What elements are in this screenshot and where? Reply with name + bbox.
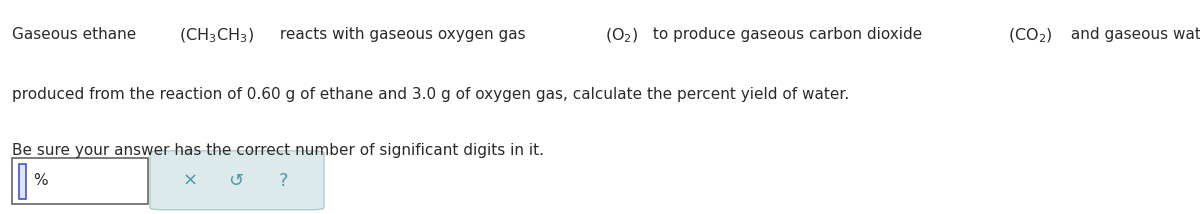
FancyBboxPatch shape: [12, 158, 148, 204]
Text: and gaseous water: and gaseous water: [1066, 27, 1200, 42]
FancyBboxPatch shape: [150, 151, 324, 210]
FancyBboxPatch shape: [19, 164, 26, 199]
Text: to produce gaseous carbon dioxide: to produce gaseous carbon dioxide: [648, 27, 928, 42]
Text: $\left(\mathrm{CO_2}\right)$: $\left(\mathrm{CO_2}\right)$: [1008, 27, 1054, 45]
Text: ?: ?: [278, 172, 288, 190]
Text: ×: ×: [182, 172, 197, 190]
Text: Be sure your answer has the correct number of significant digits in it.: Be sure your answer has the correct numb…: [12, 143, 544, 158]
Text: Gaseous ethane: Gaseous ethane: [12, 27, 142, 42]
Text: %: %: [34, 173, 48, 188]
Text: produced from the reaction of 0.60 g of ethane and 3.0 g of oxygen gas, calculat: produced from the reaction of 0.60 g of …: [12, 87, 850, 102]
Text: $\left(\mathrm{O_2}\right)$: $\left(\mathrm{O_2}\right)$: [605, 27, 638, 45]
Text: reacts with gaseous oxygen gas: reacts with gaseous oxygen gas: [275, 27, 530, 42]
Text: ↺: ↺: [228, 172, 242, 190]
Text: $\left(\mathrm{CH_3CH_3}\right)$: $\left(\mathrm{CH_3CH_3}\right)$: [179, 27, 253, 45]
